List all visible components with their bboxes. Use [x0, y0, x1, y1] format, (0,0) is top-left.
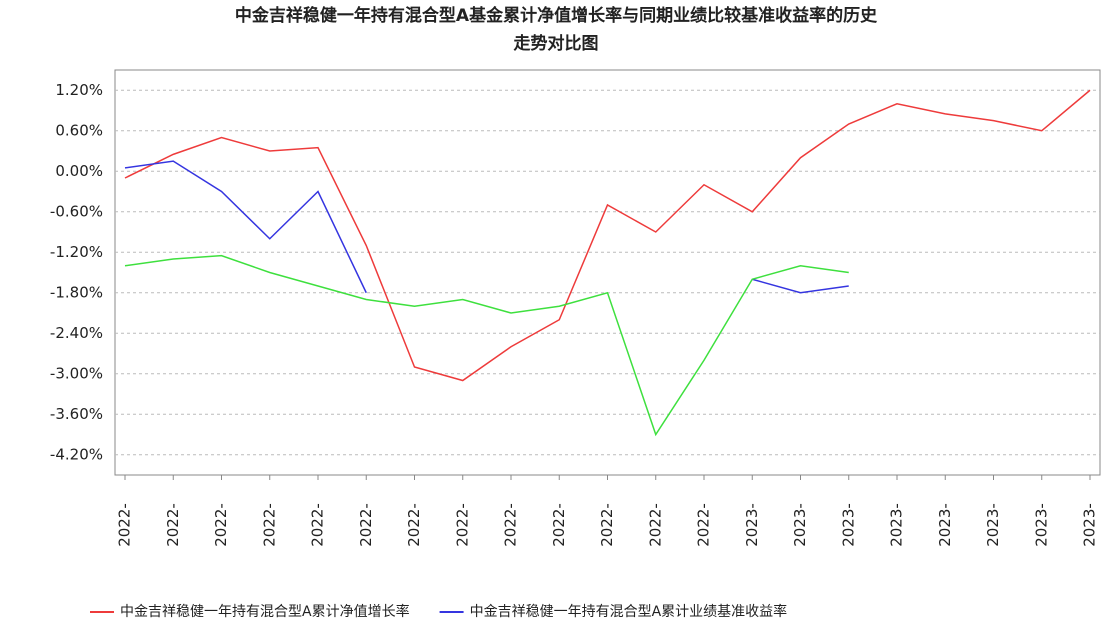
x-tick-label: 2022- — [357, 503, 375, 547]
x-tick-label: 2022- — [502, 503, 520, 547]
x-tick-label: 2023- — [791, 503, 809, 547]
y-tick-label: 0.60% — [55, 121, 103, 139]
x-tick-label: 2022- — [646, 503, 664, 547]
y-tick-label: -3.60% — [50, 405, 103, 423]
x-tick-label: 2022- — [405, 503, 423, 547]
y-tick-label: -1.20% — [50, 243, 103, 261]
x-tick-label: 2023- — [1081, 503, 1099, 547]
chart-subtitle: 走势对比图 — [514, 33, 599, 54]
series-line — [124, 160, 849, 294]
x-tick-label: 2022- — [164, 503, 182, 547]
x-tick-label: 2023- — [984, 503, 1002, 547]
x-tick-label: 2022- — [453, 503, 471, 547]
legend-label: 中金吉祥稳健一年持有混合型A累计净值增长率 — [120, 603, 410, 620]
y-tick-label: -0.60% — [50, 202, 103, 220]
x-tick-label: 2023- — [1032, 503, 1050, 547]
x-tick-label: 2023- — [839, 503, 857, 547]
x-tick-label: 2023- — [888, 503, 906, 547]
y-tick-label: -1.80% — [50, 283, 103, 301]
x-tick-label: 2023- — [936, 503, 954, 547]
x-tick-label: 2022- — [695, 503, 713, 547]
x-tick-label: 2022- — [550, 503, 568, 547]
x-tick-label: 2023- — [743, 503, 761, 547]
y-tick-label: -3.00% — [50, 364, 103, 382]
y-tick-label: -4.20% — [50, 445, 103, 463]
x-tick-label: 2022- — [309, 503, 327, 547]
y-tick-label: 0.00% — [55, 162, 103, 180]
series-line — [124, 89, 1091, 382]
x-tick-label: 2022- — [260, 503, 278, 547]
x-tick-label: 2022- — [212, 503, 230, 547]
y-tick-label: -2.40% — [50, 324, 103, 342]
series-line — [124, 254, 849, 437]
y-tick-label: 1.20% — [55, 81, 103, 99]
legend-label: 中金吉祥稳健一年持有混合型A累计业绩基准收益率 — [470, 603, 788, 620]
x-tick-label: 2022- — [598, 503, 616, 547]
chart-title: 中金吉祥稳健一年持有混合型A基金累计净值增长率与同期业绩比较基准收益率的历史 — [235, 5, 878, 26]
x-tick-label: 2022- — [116, 503, 134, 547]
